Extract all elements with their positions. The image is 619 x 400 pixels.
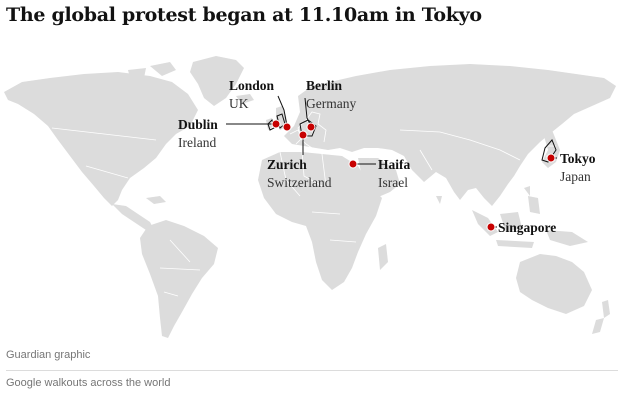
city-labels: London UK Berlin Germany Dublin Ireland …: [178, 78, 596, 235]
label-dublin-country: Ireland: [178, 135, 216, 150]
country-borders: [51, 111, 556, 297]
label-dublin-city: Dublin: [178, 117, 218, 132]
marker-tokyo: [546, 153, 556, 163]
label-london-country: UK: [229, 96, 249, 111]
label-berlin-city: Berlin: [306, 78, 342, 93]
marker-dublin: [271, 119, 281, 129]
source-credit: Guardian graphic: [6, 349, 91, 361]
marker-haifa: [348, 159, 358, 169]
label-tokyo-city: Tokyo: [560, 151, 596, 166]
label-zurich-city: Zurich: [267, 157, 307, 172]
label-zurich-country: Switzerland: [267, 175, 332, 190]
marker-berlin: [306, 122, 316, 132]
caption: Google walkouts across the world: [6, 377, 171, 389]
label-london-city: London: [229, 78, 275, 93]
divider: [6, 370, 618, 371]
city-markers: [271, 119, 556, 232]
chart-title: The global protest began at 11.10am in T…: [6, 4, 482, 26]
label-singapore-city: Singapore: [498, 220, 556, 235]
label-haifa-city: Haifa: [378, 157, 410, 172]
marker-zurich: [298, 130, 308, 140]
label-tokyo-country: Japan: [560, 169, 591, 184]
label-haifa-country: Israel: [378, 175, 408, 190]
marker-london: [282, 122, 292, 132]
marker-singapore: [486, 222, 496, 232]
label-berlin-country: Germany: [306, 96, 356, 111]
